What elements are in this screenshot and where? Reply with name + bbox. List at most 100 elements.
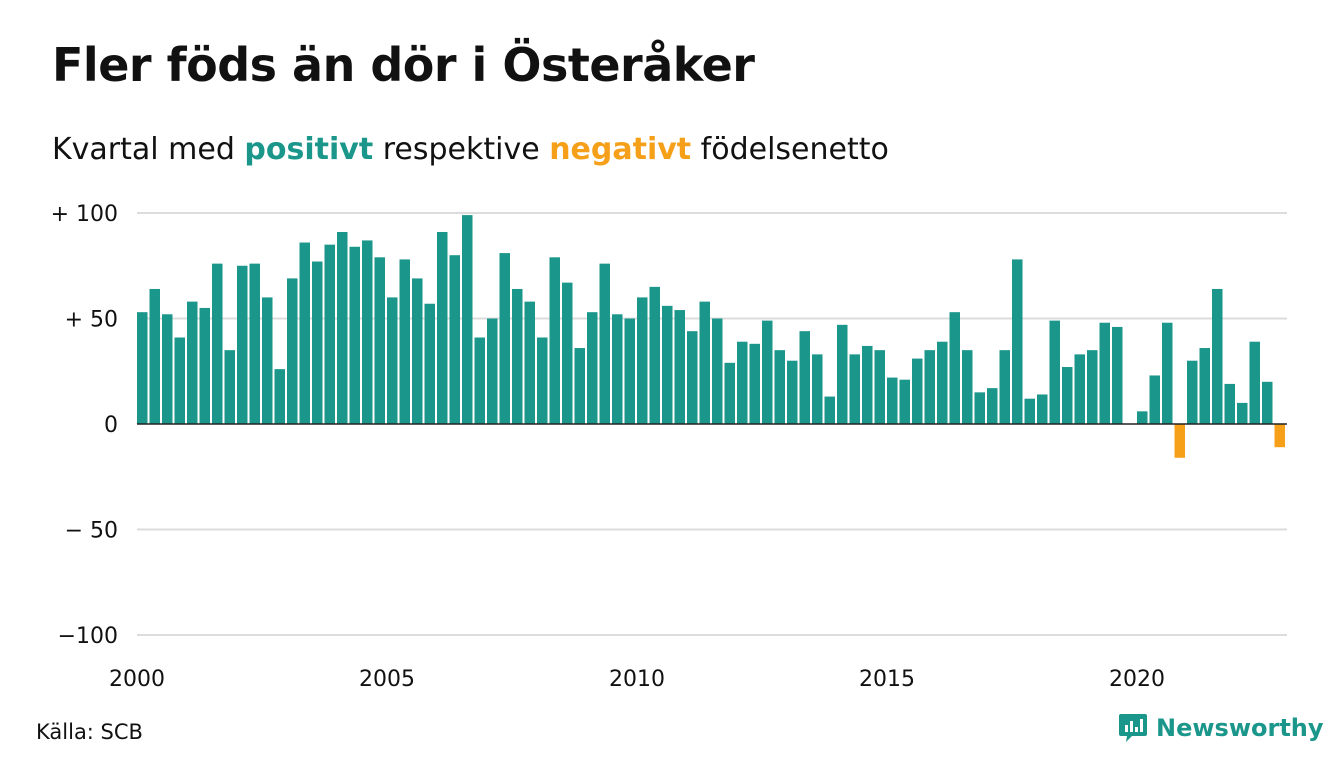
bar <box>412 278 423 424</box>
bar <box>1099 322 1110 424</box>
bar <box>824 396 835 424</box>
bar <box>924 350 935 424</box>
chart-subtitle: Kvartal med positivt respektive negativt… <box>52 132 889 167</box>
bar <box>287 278 298 424</box>
bar <box>399 259 410 424</box>
bar <box>187 301 198 424</box>
bar <box>1274 424 1285 448</box>
y-tick-label: 0 <box>104 413 118 438</box>
bar <box>787 360 798 424</box>
bar <box>599 263 610 424</box>
bar <box>587 312 598 424</box>
bar <box>812 354 823 424</box>
bar <box>537 337 548 424</box>
bar <box>837 324 848 424</box>
source-note: Källa: SCB <box>36 720 143 744</box>
bar <box>212 263 223 424</box>
bar <box>262 297 273 424</box>
bar <box>724 362 735 424</box>
bar <box>874 350 885 424</box>
bar <box>1199 348 1210 424</box>
bar <box>862 345 873 424</box>
bar <box>237 265 248 424</box>
bar <box>949 312 960 424</box>
bar <box>1062 367 1073 424</box>
bar <box>324 244 335 424</box>
subtitle-positive-label: positivt <box>244 132 374 167</box>
bar <box>512 288 523 424</box>
bar <box>387 297 398 424</box>
bar <box>937 341 948 424</box>
bar <box>799 331 810 424</box>
bar <box>612 314 623 424</box>
bar <box>1137 411 1148 424</box>
bar <box>137 312 148 424</box>
y-tick-label: − 50 <box>65 519 118 544</box>
bar <box>474 337 485 424</box>
bar <box>662 305 673 424</box>
bar <box>199 307 210 424</box>
bar <box>1012 259 1023 424</box>
bar <box>574 348 585 424</box>
bar <box>149 288 160 424</box>
bar <box>899 379 910 424</box>
bar <box>674 310 685 424</box>
bar <box>462 215 473 424</box>
bar <box>1024 398 1035 424</box>
bar <box>1212 288 1223 424</box>
bar <box>499 253 510 424</box>
bar <box>687 331 698 424</box>
bar <box>987 388 998 424</box>
bar <box>887 377 898 424</box>
bar <box>224 350 235 424</box>
bar <box>549 257 560 424</box>
y-tick-label: + 100 <box>51 202 118 227</box>
x-tick-label: 2000 <box>109 667 165 692</box>
bar <box>649 286 660 424</box>
y-tick-label: −100 <box>58 624 118 649</box>
bar <box>274 369 285 424</box>
bar <box>174 337 185 424</box>
bar <box>1224 383 1235 424</box>
subtitle-text-end: födelsenetto <box>691 132 889 167</box>
bar <box>774 350 785 424</box>
x-tick-label: 2020 <box>1109 667 1165 692</box>
y-tick-label: + 50 <box>65 308 118 333</box>
bar <box>1112 326 1123 424</box>
bar <box>749 343 760 424</box>
subtitle-text-middle: respektive <box>373 132 550 167</box>
brand-logo: Newsworthy <box>1118 712 1324 744</box>
bar <box>487 318 498 424</box>
bar <box>362 240 373 424</box>
bar <box>1074 354 1085 424</box>
bar <box>424 303 435 424</box>
bar <box>624 318 635 424</box>
bar <box>337 231 348 424</box>
bar <box>449 255 460 424</box>
chart-speech-bubble-icon <box>1119 714 1147 742</box>
bar <box>1087 350 1098 424</box>
bar <box>437 231 448 424</box>
bar <box>374 257 385 424</box>
bar <box>1187 360 1198 424</box>
bar <box>562 282 573 424</box>
bar <box>249 263 260 424</box>
bar <box>912 358 923 424</box>
bar <box>1249 341 1260 424</box>
subtitle-negative-label: negativt <box>549 132 692 167</box>
bar <box>712 318 723 424</box>
x-tick-label: 2015 <box>859 667 915 692</box>
bar <box>524 301 535 424</box>
x-tick-label: 2010 <box>609 667 665 692</box>
bar <box>1174 424 1185 458</box>
bar <box>762 320 773 424</box>
bar <box>962 350 973 424</box>
brand-name: Newsworthy <box>1156 714 1324 742</box>
bar <box>1162 322 1173 424</box>
subtitle-text-start: Kvartal med <box>52 132 245 167</box>
bar <box>637 297 648 424</box>
bar <box>974 392 985 424</box>
bar <box>1037 394 1048 424</box>
bar-chart: + 100 + 50 0 − 50 −100 2000 2005 2010 2015 2020 <box>51 202 1287 692</box>
bar <box>312 261 323 424</box>
